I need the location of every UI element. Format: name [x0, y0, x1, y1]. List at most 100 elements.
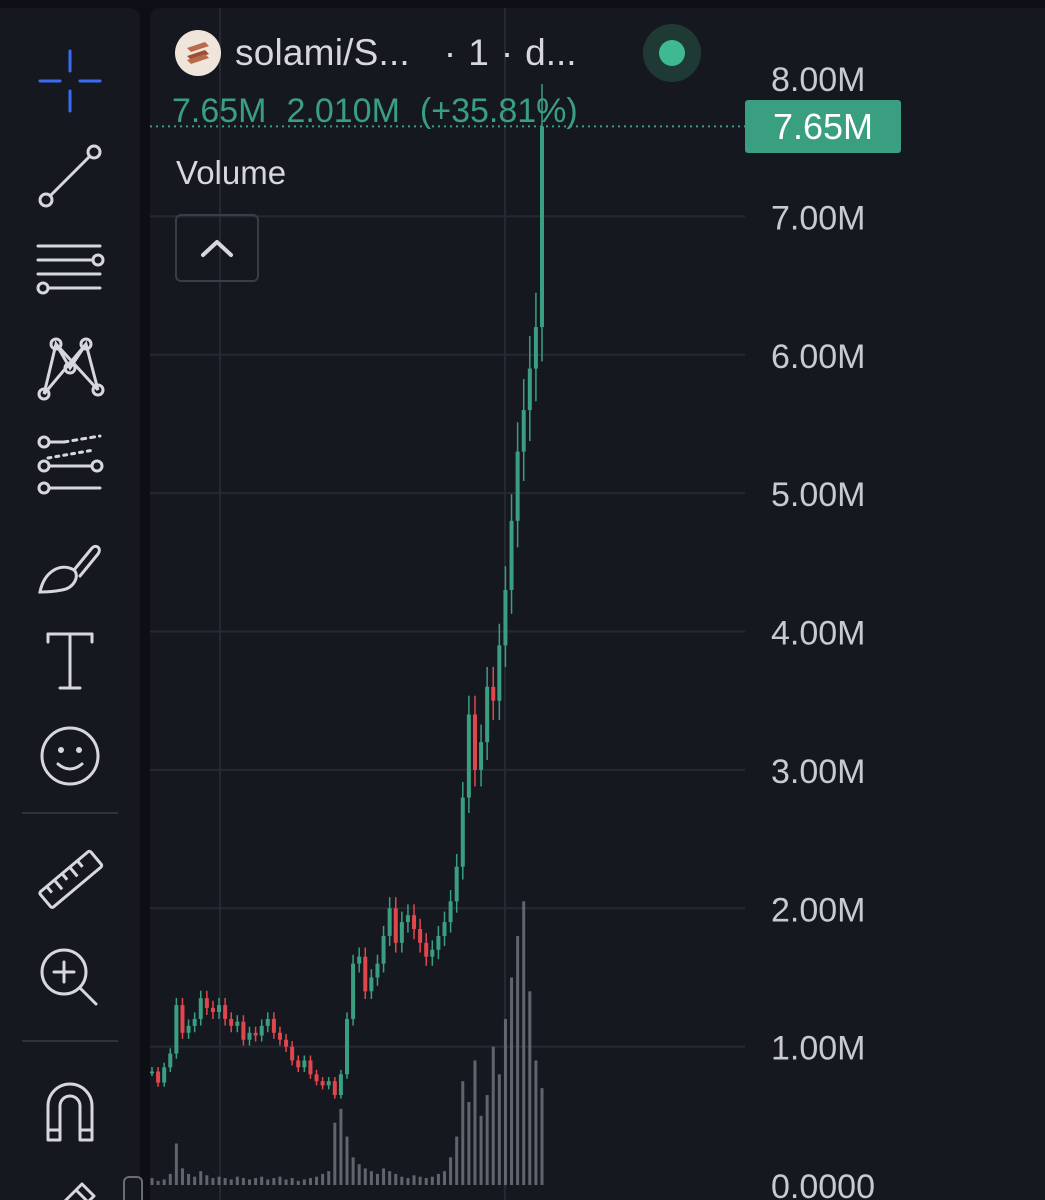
- header-separator: ·: [443, 32, 457, 73]
- candlesticks: [150, 84, 544, 1099]
- volume-bar: [436, 1173, 440, 1185]
- candle-body: [253, 1032, 258, 1036]
- pattern-tool[interactable]: [22, 328, 118, 408]
- volume-bar: [284, 1179, 288, 1185]
- candle-body: [479, 742, 484, 770]
- candle-body: [180, 1005, 185, 1033]
- volume-bar: [455, 1136, 459, 1185]
- candle-body: [241, 1021, 246, 1040]
- volume-bar: [467, 1101, 471, 1185]
- candle-body: [156, 1071, 161, 1083]
- volume-bar: [351, 1157, 355, 1185]
- ruler-icon: [38, 849, 104, 909]
- pencil-tool[interactable]: [22, 1164, 118, 1200]
- candle-body: [235, 1021, 240, 1026]
- candle-body: [460, 797, 465, 867]
- candle-body: [277, 1032, 282, 1040]
- header-separator-2: ·: [500, 32, 514, 73]
- token-logo: [175, 30, 221, 76]
- volume-bar: [193, 1176, 197, 1185]
- toolbar-separator-2: [22, 1040, 118, 1042]
- candle-body: [472, 714, 477, 770]
- candle-body: [308, 1060, 313, 1075]
- trend-line-tool[interactable]: [22, 136, 118, 216]
- candle-body: [345, 1018, 349, 1075]
- collapse-legend-button[interactable]: [175, 214, 259, 282]
- volume-bar: [327, 1171, 331, 1185]
- text-tool[interactable]: [22, 620, 118, 700]
- y-tick-label: 1.00M: [771, 1030, 866, 1068]
- volume-indicator-label[interactable]: Volume: [176, 154, 287, 191]
- volume-bar: [168, 1173, 172, 1185]
- volume-bar: [400, 1176, 404, 1185]
- toolbar-scrollbar[interactable]: [123, 1176, 143, 1200]
- chart-grid: [150, 8, 745, 1200]
- zoom-in-tool[interactable]: [22, 938, 118, 1018]
- volume-bar: [461, 1081, 465, 1185]
- volume-bar: [290, 1178, 294, 1185]
- candle-body: [405, 915, 410, 923]
- volume-bar: [516, 935, 520, 1185]
- candle-body: [527, 368, 532, 411]
- volume-bar: [449, 1157, 453, 1185]
- candle-body: [247, 1032, 252, 1040]
- emoji-tool[interactable]: [22, 716, 118, 796]
- volume-bar: [162, 1179, 166, 1185]
- volume-bars: [150, 901, 544, 1185]
- candle-body: [296, 1060, 301, 1068]
- crosshair-tool[interactable]: [22, 41, 118, 121]
- y-tick-label: 4.00M: [771, 615, 866, 653]
- y-tick-label: 3.00M: [771, 753, 866, 791]
- candle-body: [375, 963, 380, 978]
- volume-bar: [357, 1164, 361, 1185]
- volume-bar: [217, 1176, 221, 1185]
- candle-body: [387, 908, 392, 936]
- volume-bar: [296, 1180, 300, 1185]
- candle-body: [162, 1067, 167, 1083]
- volume-bar: [315, 1176, 319, 1185]
- candle-body: [381, 935, 386, 964]
- volume-bar: [363, 1168, 367, 1185]
- volume-bar: [321, 1173, 325, 1185]
- volume-bar: [302, 1179, 306, 1185]
- volume-bar: [369, 1171, 373, 1185]
- token-logo-icon: [187, 42, 209, 64]
- symbol-name[interactable]: solami/S...: [235, 32, 410, 73]
- y-tick-label: 2.00M: [771, 891, 866, 929]
- market-status-dot: [659, 40, 685, 66]
- volume-bar: [278, 1176, 282, 1185]
- candle-body: [338, 1074, 343, 1096]
- legend-last: 7.65M: [172, 92, 267, 130]
- candle-body: [259, 1025, 264, 1036]
- volume-bar: [187, 1173, 191, 1185]
- volume-bar: [503, 1018, 507, 1185]
- market-status[interactable]: [643, 24, 701, 82]
- price-legend: 7.65M 2.010M (+35.81%): [172, 92, 578, 131]
- volume-bar: [430, 1176, 434, 1185]
- volume-bar: [528, 991, 532, 1185]
- magnet-tool[interactable]: [22, 1072, 118, 1152]
- candle-body: [515, 451, 520, 521]
- magnet-icon: [46, 1082, 94, 1142]
- symbol-header[interactable]: solami/S... · 1 · d...: [175, 30, 577, 76]
- text-icon: [46, 632, 94, 690]
- forecast-tool[interactable]: [22, 426, 118, 506]
- toolbar-separator: [22, 812, 118, 814]
- candle-body: [399, 922, 404, 943]
- exchange-label[interactable]: d...: [525, 32, 577, 73]
- candle-body: [454, 866, 459, 902]
- candle-body: [442, 922, 447, 936]
- volume-bar: [522, 901, 526, 1185]
- candle-body: [198, 998, 203, 1019]
- volume-bar: [229, 1179, 233, 1185]
- volume-bar: [375, 1173, 379, 1185]
- candle-body: [204, 998, 209, 1008]
- interval-label[interactable]: 1: [468, 32, 489, 73]
- horizontal-lines-tool[interactable]: [22, 232, 118, 312]
- volume-bar: [241, 1178, 245, 1185]
- candle-body: [521, 410, 526, 452]
- volume-bar: [150, 1178, 154, 1185]
- ruler-tool[interactable]: [22, 840, 118, 920]
- brush-tool[interactable]: [22, 524, 118, 604]
